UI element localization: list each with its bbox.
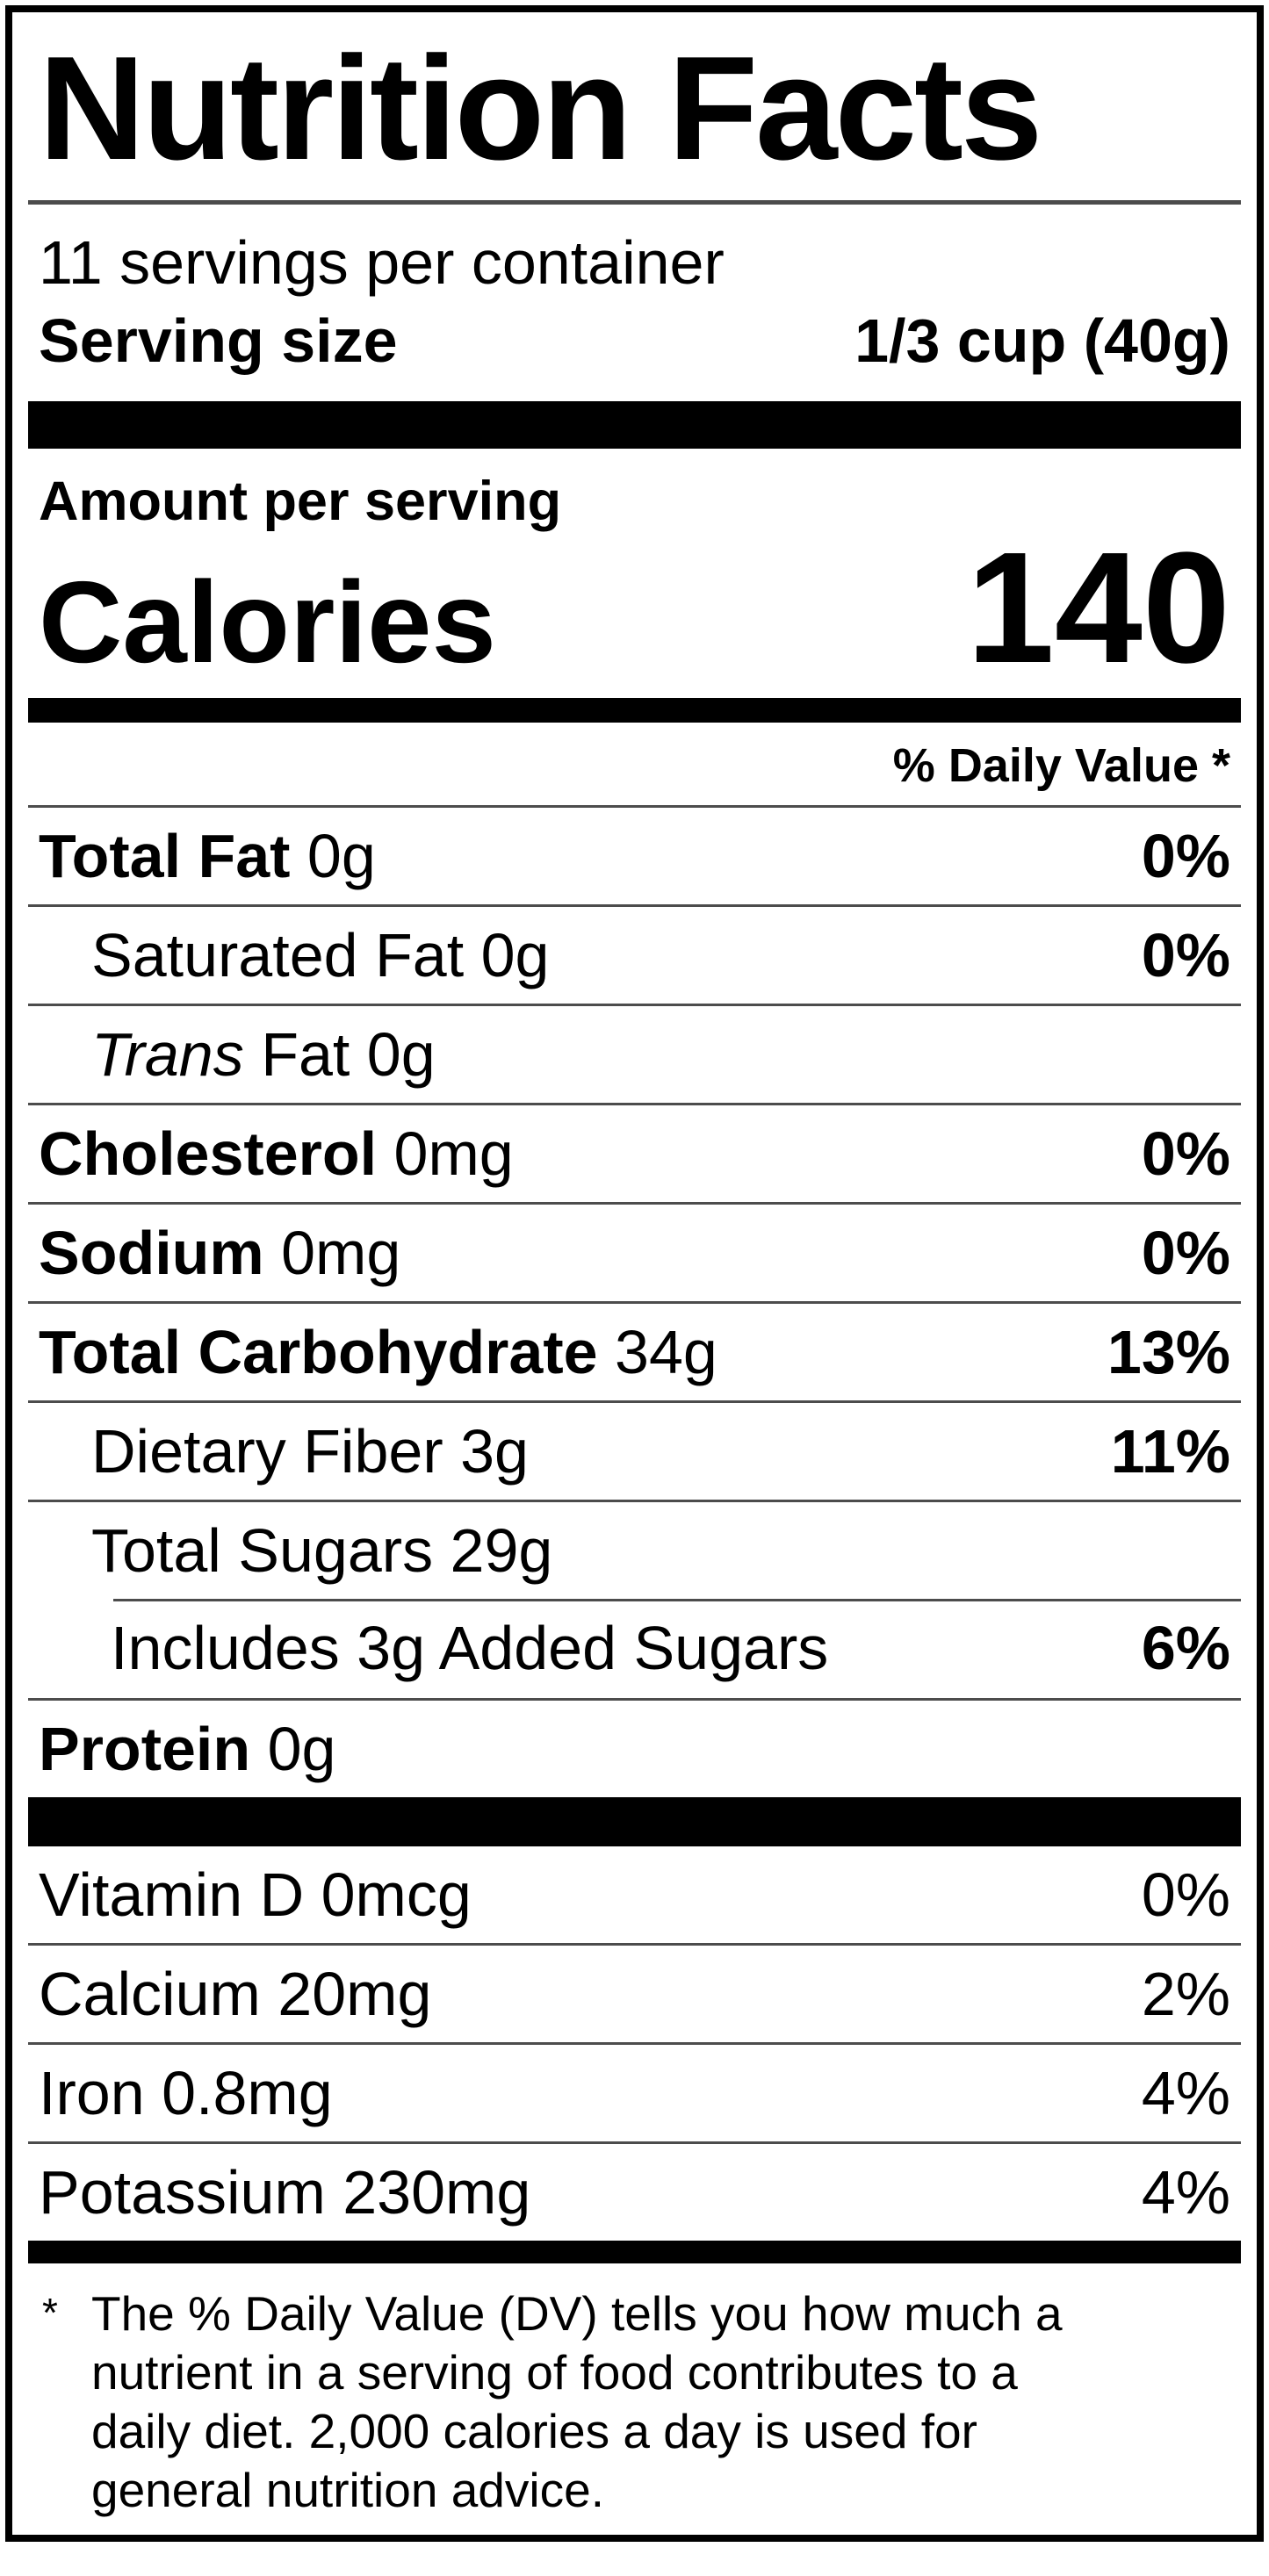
nutrient-row-added-sugars: Includes 3g Added Sugars 6% <box>28 1598 1241 1698</box>
nutrient-dv: 13% <box>1107 1317 1230 1386</box>
serving-size-value: 1/3 cup (40g) <box>854 306 1230 376</box>
servings-per-container: 11 servings per container <box>39 228 725 298</box>
nutrient-row-cholesterol: Cholesterol 0mg 0% <box>28 1102 1241 1202</box>
nutrient-name: Total Carbohydrate <box>39 1317 598 1386</box>
nutrient-amount: Includes 3g Added Sugars <box>111 1614 829 1683</box>
nutrient-amount: Dietary Fiber 3g <box>91 1416 529 1486</box>
footnote-text: The % Daily Value (DV) tells you how muc… <box>91 2285 1063 2518</box>
nutrient-dv: 0% <box>1141 920 1230 989</box>
nutrient-name: Cholesterol <box>39 1119 378 1188</box>
nutrient-amount: Total Sugars 29g <box>91 1515 553 1585</box>
section-bar-calories <box>28 697 1241 723</box>
nutrient-row-dietary-fiber: Dietary Fiber 3g 11% <box>28 1400 1241 1500</box>
amount-per-serving: Amount per serving <box>39 471 562 533</box>
daily-value-footnote: * The % Daily Value (DV) tells you how m… <box>28 2263 1241 2520</box>
vitamin-dv: 0% <box>1141 1860 1230 1929</box>
nutrient-amount: 34g <box>597 1317 717 1386</box>
nutrition-facts-label: Nutrition Facts 11 servings per containe… <box>5 5 1264 2542</box>
footnote-asterisk: * <box>42 2289 58 2335</box>
nutrient-row-total-carbohydrate: Total Carbohydrate 34g 13% <box>28 1300 1241 1400</box>
nutrient-amount: 0mg <box>377 1119 514 1188</box>
nutrient-dv: 11% <box>1110 1416 1230 1486</box>
vitamin-name: Calcium 20mg <box>39 1959 432 2028</box>
nutrient-amount: 0g <box>250 1714 336 1783</box>
calories-label: Calories <box>39 557 496 687</box>
calories-value: 140 <box>966 519 1230 696</box>
nutrient-amount: Fat 0g <box>243 1019 436 1089</box>
serving-size-row: Serving size 1/3 cup (40g) <box>28 306 1241 401</box>
nutrient-dv: 0% <box>1141 1218 1230 1287</box>
nutrient-amount: 0mg <box>263 1218 401 1287</box>
nutrient-name: Protein <box>39 1714 251 1783</box>
vitamin-row-potassium: Potassium 230mg 4% <box>28 2141 1241 2241</box>
serving-size-label: Serving size <box>39 306 398 376</box>
calories-row: Calories 140 <box>28 519 1241 696</box>
vitamin-name: Iron 0.8mg <box>39 2058 333 2127</box>
vitamin-dv: 4% <box>1141 2058 1230 2127</box>
section-bar-vitamins <box>28 2240 1241 2263</box>
title-divider <box>28 200 1241 205</box>
vitamin-name: Vitamin D 0mcg <box>39 1860 472 1929</box>
nutrient-row-trans-fat: Trans Fat 0g <box>28 1003 1241 1103</box>
vitamin-row-iron: Iron 0.8mg 4% <box>28 2041 1241 2141</box>
vitamin-dv: 2% <box>1141 1959 1230 2028</box>
nutrient-row-total-fat: Total Fat 0g 0% <box>28 804 1241 904</box>
section-bar-top <box>28 401 1241 450</box>
nutrient-name: Total Fat <box>39 821 291 890</box>
vitamin-dv: 4% <box>1141 2157 1230 2227</box>
nutrient-name: Sodium <box>39 1218 264 1287</box>
vitamin-row-calcium: Calcium 20mg 2% <box>28 1942 1241 2042</box>
section-bar-protein <box>28 1796 1241 1846</box>
nutrient-row-sodium: Sodium 0mg 0% <box>28 1201 1241 1301</box>
nutrient-italic: Trans <box>91 1019 244 1089</box>
vitamin-row-vitamin-d: Vitamin D 0mcg 0% <box>28 1846 1241 1943</box>
daily-value-header: % Daily Value * <box>892 738 1230 792</box>
nutrient-dv: 0% <box>1141 821 1230 890</box>
nutrient-dv: 0% <box>1141 1119 1230 1188</box>
nutrient-row-protein: Protein 0g <box>28 1697 1241 1797</box>
nutrient-amount: 0g <box>290 821 376 890</box>
nutrient-row-saturated-fat: Saturated Fat 0g 0% <box>28 903 1241 1004</box>
nutrient-amount: Saturated Fat 0g <box>91 920 550 989</box>
vitamin-name: Potassium 230mg <box>39 2157 531 2227</box>
nutrient-dv: 6% <box>1141 1614 1230 1683</box>
nutrient-row-total-sugars: Total Sugars 29g <box>28 1499 1241 1599</box>
label-title: Nutrition Facts <box>39 25 1042 191</box>
